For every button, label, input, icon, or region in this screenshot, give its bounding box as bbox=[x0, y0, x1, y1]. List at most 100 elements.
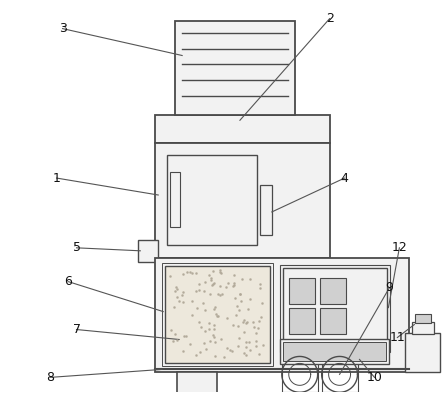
Bar bbox=[283, 342, 386, 362]
Bar bbox=[155, 143, 329, 258]
Point bbox=[213, 310, 220, 317]
Point bbox=[200, 340, 207, 346]
Point bbox=[256, 285, 263, 291]
Point bbox=[257, 281, 264, 287]
Point bbox=[247, 347, 254, 353]
Bar bbox=[321, 356, 357, 392]
Point bbox=[187, 341, 194, 347]
Point bbox=[259, 342, 266, 348]
Point bbox=[201, 278, 208, 285]
Point bbox=[235, 343, 242, 349]
Point bbox=[238, 298, 245, 305]
Point bbox=[223, 345, 230, 351]
Point bbox=[218, 270, 225, 276]
Point bbox=[172, 331, 179, 338]
Point bbox=[234, 322, 242, 329]
Point bbox=[250, 319, 257, 325]
Point bbox=[233, 312, 240, 319]
Point bbox=[218, 336, 225, 342]
Point bbox=[179, 289, 186, 296]
Point bbox=[214, 313, 221, 320]
Point bbox=[244, 319, 251, 325]
Point bbox=[258, 300, 265, 306]
Text: 5: 5 bbox=[72, 241, 80, 254]
Point bbox=[199, 300, 206, 307]
Bar bbox=[162, 263, 273, 366]
Point bbox=[210, 281, 217, 288]
Text: 6: 6 bbox=[65, 275, 72, 288]
Point bbox=[170, 304, 178, 310]
Point bbox=[246, 276, 254, 282]
Bar bbox=[177, 373, 217, 393]
Point bbox=[210, 334, 217, 340]
Point bbox=[257, 314, 264, 320]
Point bbox=[240, 329, 247, 335]
Point bbox=[229, 348, 236, 354]
Point bbox=[231, 281, 238, 288]
Point bbox=[182, 332, 190, 339]
Text: 2: 2 bbox=[326, 12, 333, 25]
Point bbox=[206, 325, 213, 332]
Point bbox=[169, 338, 176, 344]
Point bbox=[193, 270, 200, 276]
Point bbox=[206, 272, 213, 278]
Point bbox=[253, 330, 260, 336]
Bar bbox=[280, 340, 389, 364]
Point bbox=[173, 284, 180, 290]
Point bbox=[224, 279, 231, 286]
Point bbox=[240, 350, 247, 356]
Bar bbox=[412, 321, 434, 334]
Point bbox=[236, 307, 243, 314]
Point bbox=[230, 272, 237, 279]
Point bbox=[235, 335, 242, 342]
Point bbox=[210, 322, 218, 328]
Point bbox=[188, 270, 195, 276]
Point bbox=[245, 339, 252, 345]
Bar bbox=[165, 266, 270, 364]
Point bbox=[211, 280, 218, 286]
Bar bbox=[155, 258, 409, 373]
Point bbox=[193, 288, 200, 294]
Point bbox=[200, 288, 207, 294]
Point bbox=[243, 343, 250, 350]
Point bbox=[242, 320, 249, 326]
Text: 7: 7 bbox=[72, 323, 80, 336]
Point bbox=[246, 296, 253, 302]
Point bbox=[234, 303, 241, 310]
Point bbox=[173, 294, 180, 300]
Point bbox=[203, 346, 210, 353]
Point bbox=[194, 305, 201, 312]
Bar bbox=[155, 115, 329, 143]
Point bbox=[210, 306, 218, 312]
Point bbox=[212, 353, 219, 360]
Bar bbox=[320, 308, 345, 334]
Bar bbox=[170, 172, 180, 227]
Point bbox=[209, 332, 216, 338]
Point bbox=[196, 349, 203, 355]
Point bbox=[207, 275, 214, 281]
Point bbox=[218, 291, 226, 298]
Point bbox=[179, 347, 186, 354]
Point bbox=[167, 327, 174, 333]
Point bbox=[223, 315, 230, 321]
Point bbox=[223, 283, 230, 290]
Bar bbox=[260, 185, 272, 235]
Point bbox=[229, 322, 236, 328]
Point bbox=[250, 324, 258, 331]
Bar bbox=[138, 240, 158, 262]
Point bbox=[206, 338, 214, 345]
Text: 8: 8 bbox=[47, 371, 55, 384]
Text: 12: 12 bbox=[392, 241, 407, 254]
Point bbox=[186, 269, 193, 275]
Point bbox=[239, 318, 246, 325]
Point bbox=[175, 298, 182, 305]
Point bbox=[216, 269, 223, 275]
Text: 4: 4 bbox=[341, 172, 349, 185]
Point bbox=[179, 299, 186, 305]
Point bbox=[196, 287, 203, 293]
Bar bbox=[289, 278, 315, 304]
Point bbox=[189, 298, 196, 304]
Point bbox=[216, 283, 223, 289]
Bar bbox=[283, 268, 388, 349]
Point bbox=[238, 276, 246, 282]
